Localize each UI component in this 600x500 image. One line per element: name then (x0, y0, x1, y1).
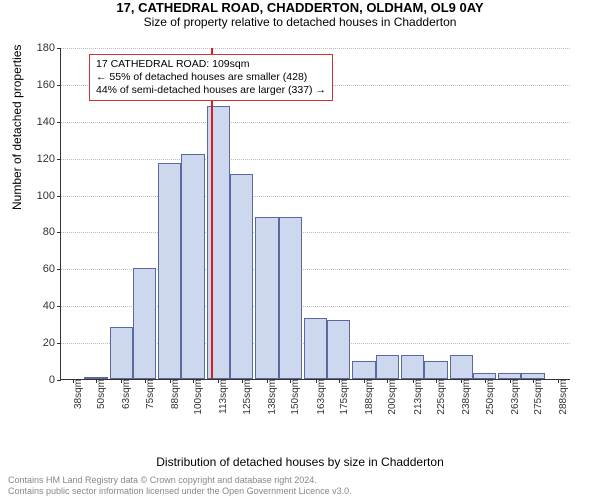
page-title: 17, CATHEDRAL ROAD, CHADDERTON, OLDHAM, … (0, 0, 600, 15)
xtick-label: 175sqm (335, 379, 350, 415)
ytick-label: 20 (43, 337, 61, 349)
footer-line-1: Contains HM Land Registry data © Crown c… (8, 475, 352, 485)
footer-line-2: Contains public sector information licen… (8, 486, 352, 496)
gridline (61, 48, 570, 49)
histogram-bar (376, 355, 399, 379)
x-axis-label: Distribution of detached houses by size … (0, 455, 600, 469)
xtick-label: 263sqm (506, 379, 521, 415)
histogram-bar (401, 355, 424, 379)
histogram-bar (304, 318, 327, 379)
xtick-label: 125sqm (238, 379, 253, 415)
xtick-label: 88sqm (166, 379, 181, 409)
xtick-label: 238sqm (457, 379, 472, 415)
histogram-bar (352, 361, 375, 379)
xtick-label: 138sqm (263, 379, 278, 415)
xtick-label: 288sqm (554, 379, 569, 415)
xtick-label: 163sqm (312, 379, 327, 415)
annotation-line-3: 44% of semi-detached houses are larger (… (96, 84, 326, 97)
histogram-bar (327, 320, 350, 379)
xtick-label: 250sqm (481, 379, 496, 415)
xtick-label: 113sqm (214, 379, 229, 414)
xtick-label: 75sqm (141, 379, 156, 409)
gridline (61, 159, 570, 160)
ytick-label: 180 (37, 42, 61, 54)
ytick-label: 160 (37, 79, 61, 91)
gridline (61, 232, 570, 233)
ytick-label: 100 (37, 190, 61, 202)
xtick-label: 38sqm (69, 379, 84, 409)
histogram-bar (279, 217, 302, 379)
chart-area: 020406080100120140160180 17 CATHEDRAL RO… (60, 48, 570, 418)
ytick-label: 120 (37, 153, 61, 165)
xtick-label: 150sqm (286, 379, 301, 415)
xtick-label: 200sqm (383, 379, 398, 415)
xtick-label: 50sqm (92, 379, 107, 409)
y-axis-label: Number of detached properties (10, 45, 24, 210)
footer: Contains HM Land Registry data © Crown c… (8, 475, 352, 496)
annotation-line-2: ← 55% of detached houses are smaller (42… (96, 71, 326, 84)
xtick-label: 225sqm (432, 379, 447, 415)
histogram-bar (181, 154, 204, 379)
annotation-line-1: 17 CATHEDRAL ROAD: 109sqm (96, 58, 326, 71)
histogram-bar (230, 174, 253, 379)
ytick-label: 140 (37, 116, 61, 128)
ytick-label: 60 (43, 263, 61, 275)
histogram-bar (255, 217, 278, 379)
xtick-label: 275sqm (529, 379, 544, 415)
gridline (61, 122, 570, 123)
histogram-bar (450, 355, 473, 379)
ytick-label: 0 (49, 374, 61, 386)
xtick-label: 63sqm (117, 379, 132, 409)
xtick-label: 100sqm (189, 379, 204, 415)
xtick-label: 213sqm (409, 379, 424, 415)
page-subtitle: Size of property relative to detached ho… (0, 15, 600, 29)
histogram-bar (158, 163, 181, 379)
annotation-box: 17 CATHEDRAL ROAD: 109sqm ← 55% of detac… (89, 54, 333, 101)
xtick-label: 188sqm (360, 379, 375, 415)
histogram-bar (110, 327, 133, 379)
ytick-label: 80 (43, 226, 61, 238)
plot-region: 020406080100120140160180 17 CATHEDRAL RO… (60, 48, 570, 380)
gridline (61, 196, 570, 197)
histogram-bar (133, 268, 156, 379)
histogram-bar (424, 361, 447, 379)
ytick-label: 40 (43, 300, 61, 312)
